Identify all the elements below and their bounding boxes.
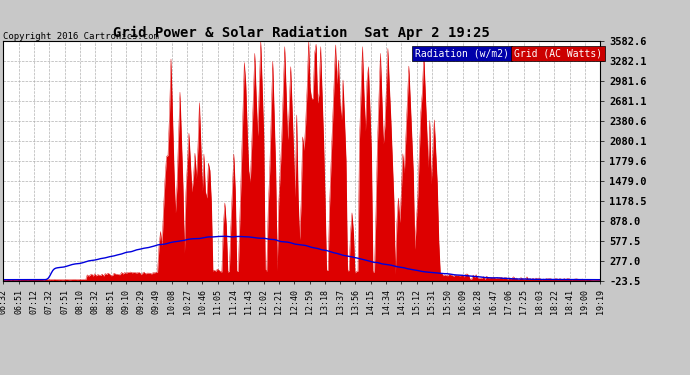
Text: Radiation (w/m2): Radiation (w/m2) bbox=[415, 48, 509, 58]
Text: Copyright 2016 Cartronics.com: Copyright 2016 Cartronics.com bbox=[3, 32, 159, 41]
Title: Grid Power & Solar Radiation  Sat Apr 2 19:25: Grid Power & Solar Radiation Sat Apr 2 1… bbox=[113, 26, 491, 40]
Text: Grid (AC Watts): Grid (AC Watts) bbox=[514, 48, 602, 58]
